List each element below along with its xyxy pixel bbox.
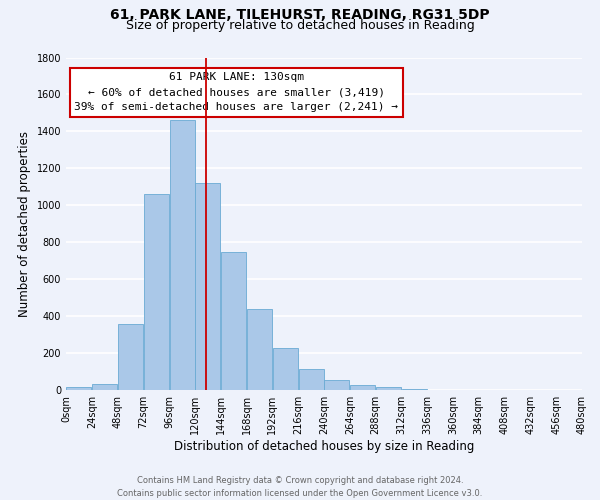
Bar: [247, 308, 272, 390]
Bar: [273, 348, 298, 390]
Text: 61 PARK LANE: 130sqm
← 60% of detached houses are smaller (3,419)
39% of semi-de: 61 PARK LANE: 130sqm ← 60% of detached h…: [74, 72, 398, 112]
Text: Contains HM Land Registry data © Crown copyright and database right 2024.
Contai: Contains HM Land Registry data © Crown c…: [118, 476, 482, 498]
Bar: [221, 252, 246, 390]
Bar: [376, 386, 401, 390]
Bar: [92, 384, 117, 390]
Bar: [118, 324, 143, 390]
Bar: [350, 386, 375, 390]
Bar: [144, 194, 169, 390]
Bar: [196, 183, 220, 390]
Bar: [325, 380, 349, 390]
Bar: [402, 389, 427, 390]
Bar: [67, 387, 91, 390]
Bar: [299, 370, 323, 390]
Bar: [170, 120, 194, 390]
X-axis label: Distribution of detached houses by size in Reading: Distribution of detached houses by size …: [174, 440, 474, 452]
Text: 61, PARK LANE, TILEHURST, READING, RG31 5DP: 61, PARK LANE, TILEHURST, READING, RG31 …: [110, 8, 490, 22]
Text: Size of property relative to detached houses in Reading: Size of property relative to detached ho…: [125, 18, 475, 32]
Y-axis label: Number of detached properties: Number of detached properties: [18, 130, 31, 317]
